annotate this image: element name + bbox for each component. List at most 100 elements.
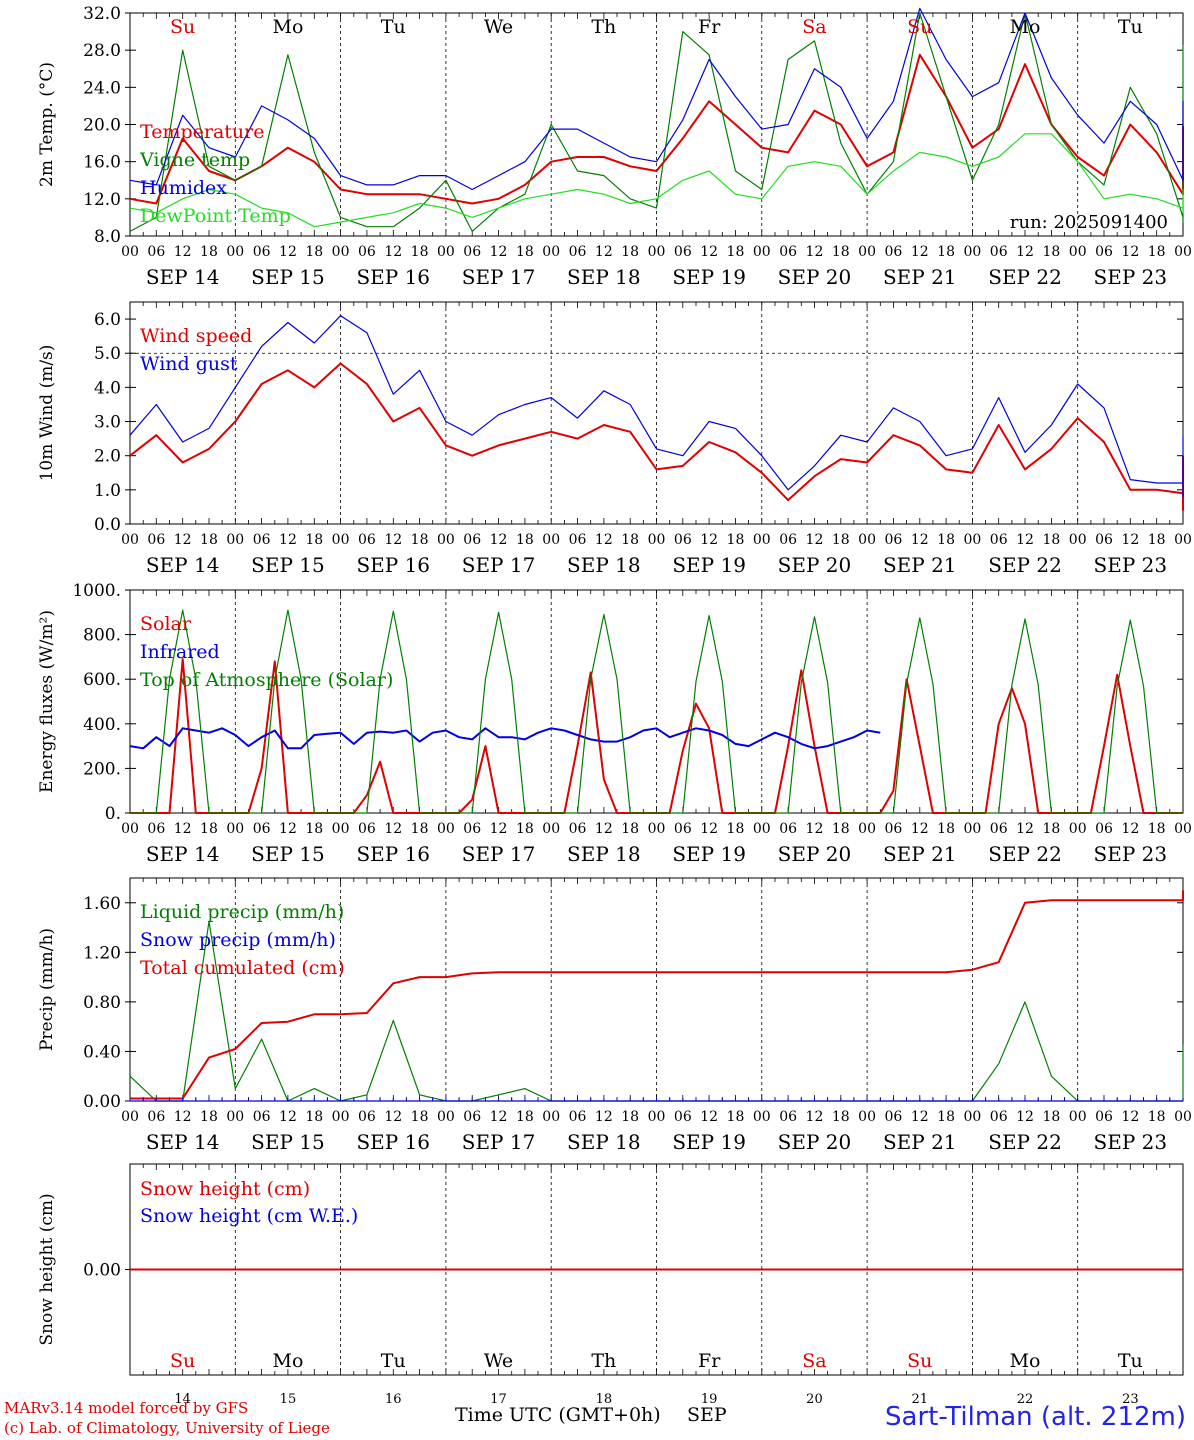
hour-tick-label: 06	[463, 532, 481, 548]
date-label: SEP 19	[672, 553, 746, 577]
hour-tick-label: 00	[1174, 244, 1192, 260]
date-label: SEP 23	[1094, 265, 1168, 289]
weekday-label: Su	[907, 16, 932, 38]
panel-snow	[125, 1163, 1184, 1376]
legend-entry: Snow precip (mm/h)	[140, 929, 336, 951]
date-label: SEP 22	[988, 553, 1062, 577]
x-minor-ticks	[129, 13, 1184, 236]
hour-tick-label: 12	[595, 244, 613, 260]
weekday-label: Th	[591, 16, 616, 38]
hour-tick-label: 00	[648, 244, 666, 260]
hour-tick-label: 12	[174, 1109, 192, 1125]
hour-tick-label: 00	[1069, 821, 1087, 837]
hour-tick-label: 12	[595, 1109, 613, 1125]
hour-tick-label: 12	[490, 244, 508, 260]
hour-tick-label: 00	[753, 1109, 771, 1125]
hour-tick-label: 12	[1121, 1109, 1139, 1125]
hour-tick-label: 18	[1148, 532, 1166, 548]
date-label: 17	[490, 1392, 507, 1407]
hour-tick-label: 00	[121, 1109, 139, 1125]
hour-tick-label: 18	[727, 1109, 745, 1125]
hour-tick-label: 12	[911, 532, 929, 548]
y-tick-label: 16.0	[83, 153, 121, 173]
hour-tick-label: 00	[858, 821, 876, 837]
weekday-label: Tu	[1118, 16, 1143, 38]
hour-tick-label: 12	[174, 821, 192, 837]
hour-tick-label: 06	[569, 1109, 587, 1125]
hour-tick-label: 12	[700, 532, 718, 548]
date-label: SEP 17	[462, 1130, 536, 1154]
hour-tick-label: 06	[147, 244, 165, 260]
hour-tick-label: 00	[1174, 532, 1192, 548]
y-tick-label: 5.0	[94, 344, 121, 364]
hour-tick-label: 06	[147, 1109, 165, 1125]
date-label: SEP 23	[1094, 842, 1168, 866]
hour-tick-label: 12	[279, 532, 297, 548]
hour-tick-label: 06	[253, 244, 271, 260]
hour-tick-label: 18	[411, 821, 429, 837]
hour-tick-label: 06	[990, 1109, 1008, 1125]
date-label: SEP 20	[778, 265, 852, 289]
hour-tick-label: 06	[1095, 532, 1113, 548]
series-line-humidex	[129, 7, 1184, 191]
hour-tick-label: 18	[411, 244, 429, 260]
hour-tick-label: 12	[700, 821, 718, 837]
hour-tick-label: 18	[305, 1109, 323, 1125]
date-label: SEP 18	[567, 842, 641, 866]
hour-tick-label: 18	[1148, 821, 1166, 837]
hour-tick-label: 00	[332, 244, 350, 260]
weekday-label: Su	[170, 16, 195, 38]
legend-entry: Wind speed	[140, 325, 252, 347]
hour-tick-label: 00	[1174, 821, 1192, 837]
hour-tick-label: 12	[279, 1109, 297, 1125]
weekday-label: Fr	[698, 16, 721, 38]
date-label: SEP 14	[146, 265, 220, 289]
date-label: SEP 21	[883, 265, 957, 289]
hour-tick-label: 00	[753, 821, 771, 837]
legend-entry: Snow height (cm)	[140, 1178, 310, 1200]
hour-tick-label: 06	[779, 1109, 797, 1125]
hour-tick-label: 00	[437, 532, 455, 548]
legend-entry: Liquid precip (mm/h)	[140, 901, 344, 923]
hour-tick-label: 12	[700, 244, 718, 260]
hour-tick-label: 06	[569, 244, 587, 260]
weekday-label: We	[484, 1350, 513, 1372]
weekday-label: Mo	[272, 16, 303, 38]
hour-tick-label: 06	[358, 244, 376, 260]
hour-tick-label: 18	[411, 1109, 429, 1125]
legend-entry: Vigne temp	[139, 149, 250, 171]
hour-tick-label: 06	[885, 532, 903, 548]
date-label: SEP 20	[778, 553, 852, 577]
date-label: SEP 22	[988, 265, 1062, 289]
date-label: SEP 20	[778, 1130, 852, 1154]
series-line-dewpoint-temp	[129, 133, 1184, 228]
hour-tick-label: 06	[147, 532, 165, 548]
hour-tick-label: 00	[332, 532, 350, 548]
hour-tick-label: 18	[516, 244, 534, 260]
weekday-label: Tu	[1118, 1350, 1143, 1372]
hour-tick-label: 00	[437, 1109, 455, 1125]
hour-tick-label: 18	[1042, 532, 1060, 548]
y-tick-label: 0.00	[83, 1261, 121, 1281]
hour-tick-label: 00	[226, 1109, 244, 1125]
y-tick-label: 8.0	[94, 227, 121, 247]
hour-tick-label: 18	[621, 244, 639, 260]
hour-tick-label: 12	[174, 532, 192, 548]
date-label: SEP 15	[251, 553, 325, 577]
hour-tick-label: 06	[1095, 244, 1113, 260]
y-tick-label: 3.0	[94, 413, 121, 433]
date-label: 21	[911, 1392, 928, 1407]
weekday-label: Fr	[698, 1350, 721, 1372]
hour-tick-label: 18	[305, 532, 323, 548]
date-label: SEP 18	[567, 1130, 641, 1154]
hour-tick-label: 12	[384, 821, 402, 837]
y-tick-label: 0.0	[94, 515, 121, 535]
hour-tick-label: 12	[384, 1109, 402, 1125]
hour-tick-label: 18	[937, 532, 955, 548]
y-axis-label: Energy fluxes (W/m²)	[37, 610, 57, 793]
hour-tick-label: 00	[542, 1109, 560, 1125]
hour-tick-label: 00	[648, 532, 666, 548]
y-tick-label: 0.	[105, 804, 121, 824]
hour-tick-label: 18	[200, 532, 218, 548]
